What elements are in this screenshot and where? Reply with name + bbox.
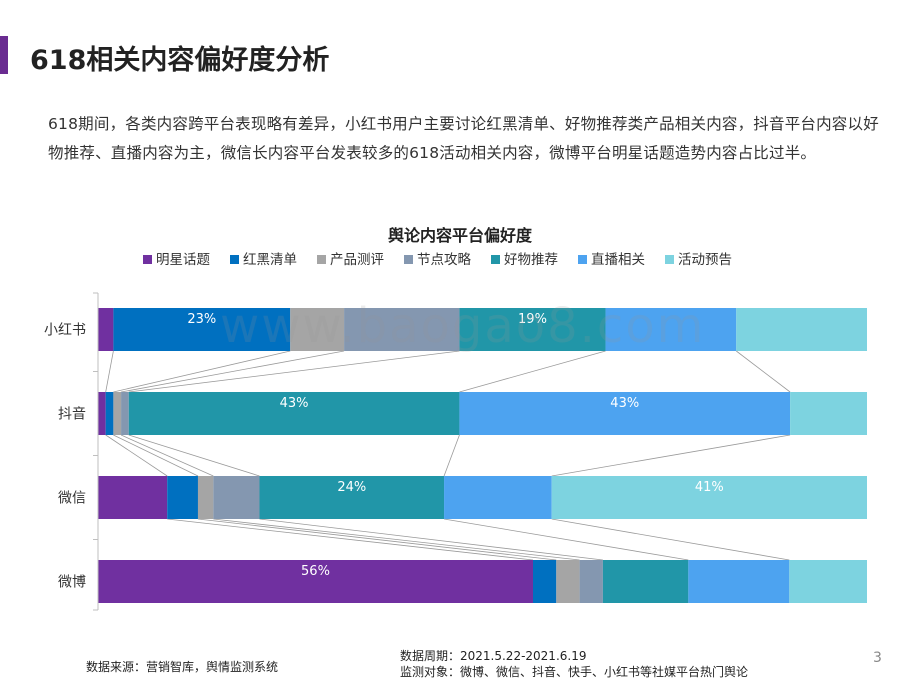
bar-segment [556,560,580,603]
bar-segment [213,476,260,519]
bar-segment [290,308,345,351]
connector-line [113,350,291,393]
legend-swatch-3 [404,255,413,264]
bar-segment [444,476,552,519]
bar-segment [532,560,557,603]
data-period-block: 数据周期：2021.5.22-2021.6.19 监测对象：微博、微信、抖音、快… [400,648,748,680]
data-label: 43% [280,396,309,411]
data-label: 19% [518,312,547,327]
legend-label-5: 直播相关 [591,252,645,268]
data-label: 23% [187,312,216,327]
bar-segment [259,476,445,519]
connector-line [459,350,606,393]
legend-label-0: 明星话题 [156,252,210,268]
bar-segment [579,560,603,603]
connector-line [105,350,114,393]
connector-line [120,434,214,477]
bar-segment [605,308,737,351]
legend-swatch-6 [665,255,674,264]
legend-swatch-0 [143,255,152,264]
data-source: 数据来源：营销智库，舆情监测系统 [86,660,279,674]
data-label: 56% [301,564,330,579]
bar-segment [688,560,790,603]
category-label: 小红书 [44,323,86,339]
connector-line [120,350,345,393]
bar-segment [551,476,867,519]
connector-line [167,518,534,561]
connector-line [105,434,168,477]
title-accent-bar [0,36,8,74]
bar-segment [113,308,291,351]
category-label: 抖音 [58,406,86,423]
category-label: 微信 [58,491,86,507]
bar-segment [98,308,114,351]
legend-label-3: 节点攻略 [417,252,471,268]
monitor-target: 监测对象：微博、微信、抖音、快手、小红书等社媒平台热门舆论 [400,665,749,679]
data-label: 43% [610,396,639,411]
connector-line [197,518,557,561]
legend-swatch-2 [317,255,326,264]
legend-label-2: 产品测评 [330,252,384,268]
bar-segment [128,392,460,435]
page-number: 3 [873,650,882,666]
description-text: 618期间，各类内容跨平台表现略有差异，小红书用户主要讨论红黑清单、好物推荐类产… [48,115,879,162]
connector-line [259,518,603,561]
bar-segment [790,392,867,435]
connector-line [128,350,460,393]
legend-swatch-1 [230,255,239,264]
legend-swatch-4 [491,255,500,264]
legend-label-4: 好物推荐 [504,252,558,268]
bar-segment [789,560,867,603]
connector-line [551,518,790,561]
bar-segment [736,308,867,351]
chart-container: 舆论内容平台偏好度明星话题 红黑清单 产品测评 节点攻略 好物推荐 直播相关 活动预告小红书… [0,215,920,635]
page-title: 618相关内容偏好度分析 [30,45,330,76]
bar-segment [105,392,114,435]
watermark: www.baogao8.com [220,298,706,354]
connector-line [213,518,580,561]
connector-line [443,434,460,477]
bar-segment [167,476,198,519]
bar-segment [197,476,214,519]
bar-segment [459,308,606,351]
bar-segment [344,308,460,351]
legend-swatch-5 [578,255,587,264]
data-label: 24% [337,480,366,495]
data-label: 41% [695,480,724,495]
legend-label-1: 红黑清单 [243,252,297,268]
connector-line [113,434,199,477]
chart-title: 舆论内容平台偏好度 [388,226,533,245]
data-period: 数据周期：2021.5.22-2021.6.19 [400,649,587,663]
bar-segment [98,560,533,603]
connector-line [128,434,260,477]
bar-segment [602,560,689,603]
legend-label-6: 活动预告 [678,252,732,268]
connector-line [736,350,791,393]
category-label: 微博 [58,574,86,591]
bar-segment [98,392,106,435]
bar-segment [459,392,791,435]
bar-segment [121,392,129,435]
bar-segment [98,476,168,519]
connector-line [443,518,689,561]
connector-line [551,434,791,477]
bar-segment [113,392,122,435]
